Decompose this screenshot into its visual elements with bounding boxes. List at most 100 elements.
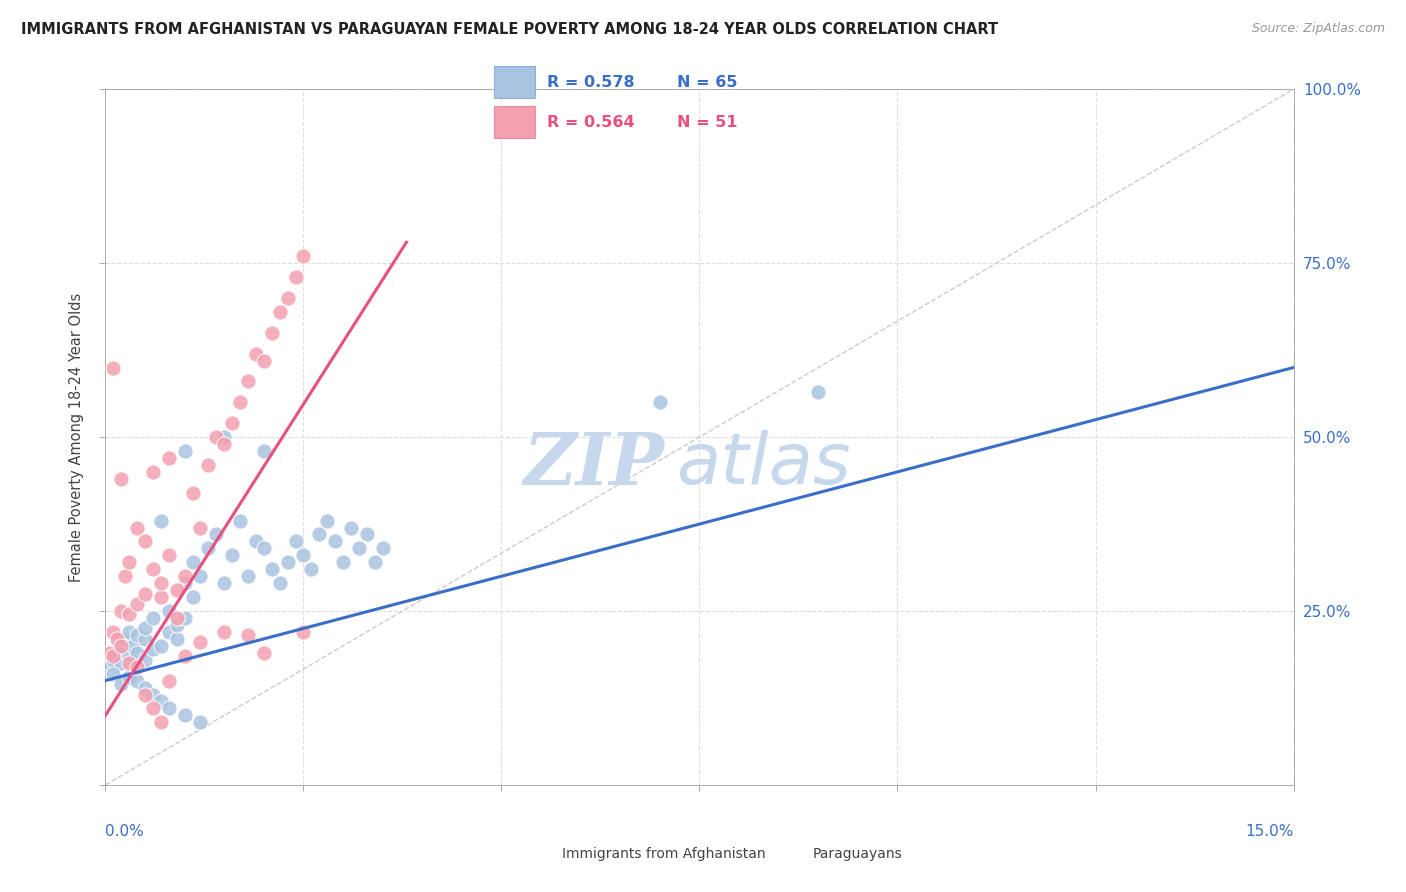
Point — [299, 562, 322, 576]
Point — [173, 708, 195, 723]
Point — [173, 611, 195, 625]
Point — [134, 621, 156, 635]
Text: 0.0%: 0.0% — [105, 824, 145, 838]
Point — [142, 465, 165, 479]
Point — [127, 659, 149, 673]
Text: atlas: atlas — [676, 431, 851, 500]
Point — [166, 618, 188, 632]
Point — [105, 646, 128, 660]
Point — [127, 673, 149, 688]
Point — [166, 583, 188, 598]
Point — [103, 653, 125, 667]
Point — [197, 541, 219, 556]
Point — [807, 384, 830, 399]
Point — [127, 520, 149, 534]
Point — [190, 520, 212, 534]
Point — [157, 624, 180, 639]
Point — [98, 657, 121, 671]
Point — [253, 444, 276, 458]
Point — [149, 590, 172, 604]
Text: Source: ZipAtlas.com: Source: ZipAtlas.com — [1251, 22, 1385, 36]
Point — [134, 587, 156, 601]
Point — [105, 632, 128, 646]
Text: 15.0%: 15.0% — [1246, 824, 1294, 838]
Point — [110, 472, 132, 486]
FancyBboxPatch shape — [495, 66, 534, 98]
Point — [122, 639, 145, 653]
Point — [118, 657, 141, 671]
Text: R = 0.578: R = 0.578 — [547, 75, 634, 89]
FancyBboxPatch shape — [495, 106, 534, 138]
Point — [157, 549, 180, 563]
Point — [332, 555, 354, 569]
Point — [173, 576, 195, 591]
Point — [245, 534, 267, 549]
Point — [214, 437, 236, 451]
Text: N = 65: N = 65 — [676, 75, 737, 89]
Point — [110, 677, 132, 691]
Point — [347, 541, 370, 556]
Point — [134, 534, 156, 549]
Point — [214, 576, 236, 591]
Point — [364, 555, 387, 569]
Point — [173, 649, 195, 664]
Point — [127, 597, 149, 611]
Point — [103, 666, 125, 681]
Point — [149, 639, 172, 653]
Point — [142, 642, 165, 657]
Point — [292, 249, 315, 263]
Point — [142, 562, 165, 576]
Point — [157, 604, 180, 618]
Point — [114, 569, 136, 583]
Point — [269, 576, 291, 591]
Point — [103, 360, 125, 375]
Point — [253, 541, 276, 556]
Point — [205, 527, 228, 541]
Point — [356, 527, 378, 541]
Point — [260, 562, 283, 576]
Point — [166, 632, 188, 646]
Point — [205, 430, 228, 444]
Point — [134, 632, 156, 646]
Point — [229, 395, 252, 409]
Point — [157, 673, 180, 688]
Point — [277, 291, 299, 305]
Point — [134, 688, 156, 702]
Point — [292, 624, 315, 639]
Text: IMMIGRANTS FROM AFGHANISTAN VS PARAGUAYAN FEMALE POVERTY AMONG 18-24 YEAR OLDS C: IMMIGRANTS FROM AFGHANISTAN VS PARAGUAYA… — [21, 22, 998, 37]
Point — [648, 395, 671, 409]
Point — [181, 485, 204, 500]
Point — [103, 649, 125, 664]
Point — [284, 270, 307, 285]
Point — [253, 353, 276, 368]
Point — [98, 646, 121, 660]
Point — [114, 632, 136, 646]
Point — [277, 555, 299, 569]
Point — [157, 701, 180, 715]
Point — [110, 639, 132, 653]
Point — [110, 657, 132, 671]
Point — [292, 549, 315, 563]
Point — [284, 534, 307, 549]
Point — [236, 628, 259, 642]
Point — [142, 611, 165, 625]
Point — [149, 514, 172, 528]
Text: Immigrants from Afghanistan: Immigrants from Afghanistan — [562, 847, 766, 861]
Point — [173, 444, 195, 458]
Point — [269, 305, 291, 319]
Y-axis label: Female Poverty Among 18-24 Year Olds: Female Poverty Among 18-24 Year Olds — [69, 293, 84, 582]
Point — [134, 653, 156, 667]
Point — [190, 715, 212, 730]
Point — [229, 514, 252, 528]
Point — [118, 624, 141, 639]
Point — [181, 590, 204, 604]
Point — [127, 646, 149, 660]
Point — [118, 607, 141, 622]
Point — [149, 694, 172, 708]
Point — [197, 458, 219, 472]
Point — [308, 527, 330, 541]
Point — [110, 639, 132, 653]
Point — [127, 628, 149, 642]
Point — [371, 541, 394, 556]
Point — [118, 670, 141, 684]
